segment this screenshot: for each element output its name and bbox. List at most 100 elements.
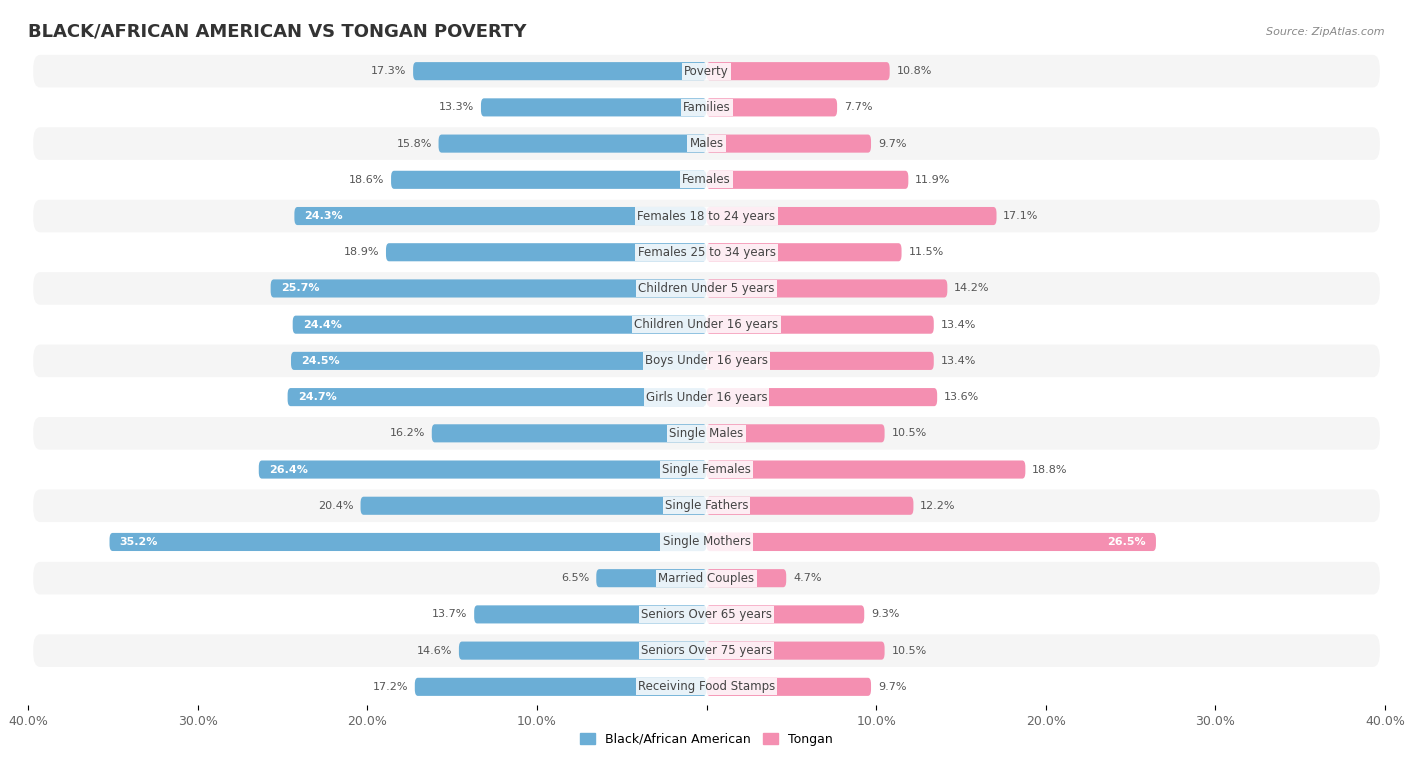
Text: 9.7%: 9.7% [877, 682, 907, 692]
FancyBboxPatch shape [34, 526, 1379, 558]
FancyBboxPatch shape [707, 280, 948, 297]
Text: 16.2%: 16.2% [389, 428, 425, 438]
Text: Single Females: Single Females [662, 463, 751, 476]
FancyBboxPatch shape [34, 562, 1379, 594]
FancyBboxPatch shape [288, 388, 707, 406]
Text: 13.3%: 13.3% [439, 102, 474, 112]
FancyBboxPatch shape [707, 533, 1156, 551]
FancyBboxPatch shape [34, 490, 1379, 522]
Text: 35.2%: 35.2% [120, 537, 157, 547]
FancyBboxPatch shape [34, 671, 1379, 703]
FancyBboxPatch shape [707, 569, 786, 587]
FancyBboxPatch shape [391, 171, 707, 189]
FancyBboxPatch shape [707, 207, 997, 225]
Text: 11.9%: 11.9% [915, 175, 950, 185]
FancyBboxPatch shape [707, 243, 901, 262]
FancyBboxPatch shape [34, 381, 1379, 413]
FancyBboxPatch shape [707, 496, 914, 515]
FancyBboxPatch shape [707, 388, 938, 406]
FancyBboxPatch shape [259, 461, 707, 478]
Text: Children Under 16 years: Children Under 16 years [634, 318, 779, 331]
FancyBboxPatch shape [474, 606, 707, 623]
Text: Males: Males [689, 137, 724, 150]
Text: Poverty: Poverty [685, 64, 728, 77]
Text: 10.5%: 10.5% [891, 428, 927, 438]
Text: Boys Under 16 years: Boys Under 16 years [645, 355, 768, 368]
Text: 26.5%: 26.5% [1107, 537, 1146, 547]
Text: 20.4%: 20.4% [318, 501, 354, 511]
Text: 24.5%: 24.5% [301, 356, 340, 366]
FancyBboxPatch shape [707, 135, 872, 152]
Text: Females 18 to 24 years: Females 18 to 24 years [637, 209, 776, 223]
Text: 25.7%: 25.7% [281, 283, 319, 293]
FancyBboxPatch shape [34, 236, 1379, 268]
FancyBboxPatch shape [34, 272, 1379, 305]
Text: Seniors Over 65 years: Seniors Over 65 years [641, 608, 772, 621]
Text: Married Couples: Married Couples [658, 572, 755, 584]
Text: 10.8%: 10.8% [897, 66, 932, 76]
Text: 4.7%: 4.7% [793, 573, 821, 583]
FancyBboxPatch shape [707, 99, 837, 117]
FancyBboxPatch shape [387, 243, 707, 262]
Text: Receiving Food Stamps: Receiving Food Stamps [638, 681, 775, 694]
Text: 24.7%: 24.7% [298, 392, 336, 402]
FancyBboxPatch shape [34, 345, 1379, 377]
Text: 17.2%: 17.2% [373, 682, 408, 692]
Text: Single Males: Single Males [669, 427, 744, 440]
Text: 13.4%: 13.4% [941, 320, 976, 330]
Text: 14.2%: 14.2% [955, 283, 990, 293]
Legend: Black/African American, Tongan: Black/African American, Tongan [575, 728, 838, 751]
Text: BLACK/AFRICAN AMERICAN VS TONGAN POVERTY: BLACK/AFRICAN AMERICAN VS TONGAN POVERTY [28, 23, 527, 40]
FancyBboxPatch shape [34, 91, 1379, 124]
Text: 13.7%: 13.7% [432, 609, 467, 619]
FancyBboxPatch shape [707, 171, 908, 189]
Text: Single Mothers: Single Mothers [662, 535, 751, 549]
Text: 11.5%: 11.5% [908, 247, 943, 257]
Text: 26.4%: 26.4% [269, 465, 308, 475]
FancyBboxPatch shape [110, 533, 707, 551]
FancyBboxPatch shape [596, 569, 707, 587]
FancyBboxPatch shape [481, 99, 707, 117]
FancyBboxPatch shape [34, 309, 1379, 341]
FancyBboxPatch shape [34, 127, 1379, 160]
FancyBboxPatch shape [439, 135, 707, 152]
FancyBboxPatch shape [270, 280, 707, 297]
FancyBboxPatch shape [34, 164, 1379, 196]
FancyBboxPatch shape [707, 461, 1025, 478]
FancyBboxPatch shape [34, 417, 1379, 449]
Text: Seniors Over 75 years: Seniors Over 75 years [641, 644, 772, 657]
FancyBboxPatch shape [458, 641, 707, 659]
Text: Girls Under 16 years: Girls Under 16 years [645, 390, 768, 403]
Text: 18.8%: 18.8% [1032, 465, 1067, 475]
FancyBboxPatch shape [34, 55, 1379, 87]
FancyBboxPatch shape [707, 678, 872, 696]
FancyBboxPatch shape [413, 62, 707, 80]
FancyBboxPatch shape [292, 315, 707, 334]
Text: 9.7%: 9.7% [877, 139, 907, 149]
FancyBboxPatch shape [34, 634, 1379, 667]
Text: 6.5%: 6.5% [561, 573, 589, 583]
Text: Families: Families [683, 101, 730, 114]
Text: 13.4%: 13.4% [941, 356, 976, 366]
Text: Females: Females [682, 174, 731, 186]
Text: 9.3%: 9.3% [872, 609, 900, 619]
FancyBboxPatch shape [34, 598, 1379, 631]
FancyBboxPatch shape [34, 453, 1379, 486]
FancyBboxPatch shape [707, 641, 884, 659]
Text: 13.6%: 13.6% [943, 392, 979, 402]
Text: 17.3%: 17.3% [371, 66, 406, 76]
FancyBboxPatch shape [707, 315, 934, 334]
Text: Source: ZipAtlas.com: Source: ZipAtlas.com [1267, 27, 1385, 36]
FancyBboxPatch shape [291, 352, 707, 370]
Text: 15.8%: 15.8% [396, 139, 432, 149]
Text: 18.6%: 18.6% [349, 175, 384, 185]
FancyBboxPatch shape [34, 199, 1379, 232]
Text: 24.4%: 24.4% [302, 320, 342, 330]
FancyBboxPatch shape [415, 678, 707, 696]
FancyBboxPatch shape [294, 207, 707, 225]
FancyBboxPatch shape [707, 606, 865, 623]
Text: 7.7%: 7.7% [844, 102, 872, 112]
FancyBboxPatch shape [707, 62, 890, 80]
FancyBboxPatch shape [432, 424, 707, 443]
FancyBboxPatch shape [707, 352, 934, 370]
